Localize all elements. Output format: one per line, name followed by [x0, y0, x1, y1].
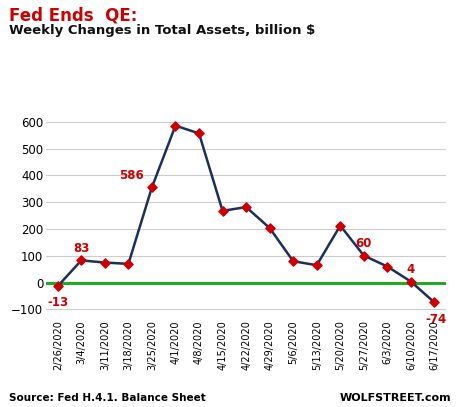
Point: [406, 278, 414, 285]
Point: [289, 258, 296, 265]
Text: -74: -74: [424, 313, 445, 326]
Point: [242, 204, 249, 210]
Text: Fed Ends  QE:: Fed Ends QE:: [9, 6, 137, 24]
Point: [54, 283, 62, 289]
Point: [101, 259, 108, 266]
Text: Source: Fed H.4.1. Balance Sheet: Source: Fed H.4.1. Balance Sheet: [9, 393, 206, 403]
Text: 4: 4: [406, 263, 414, 276]
Text: Weekly Changes in Total Assets, billion $: Weekly Changes in Total Assets, billion …: [9, 24, 315, 37]
Point: [336, 222, 343, 229]
Text: 60: 60: [355, 237, 371, 249]
Point: [148, 184, 155, 190]
Point: [383, 263, 390, 270]
Text: 586: 586: [119, 169, 143, 182]
Point: [430, 299, 437, 306]
Point: [313, 262, 320, 269]
Point: [359, 252, 367, 259]
Point: [124, 260, 132, 267]
Text: -13: -13: [47, 296, 68, 309]
Text: 83: 83: [73, 241, 90, 254]
Point: [171, 123, 179, 129]
Point: [195, 130, 202, 137]
Text: WOLFSTREET.com: WOLFSTREET.com: [338, 393, 450, 403]
Point: [218, 208, 226, 214]
Point: [78, 257, 85, 264]
Point: [265, 225, 273, 231]
